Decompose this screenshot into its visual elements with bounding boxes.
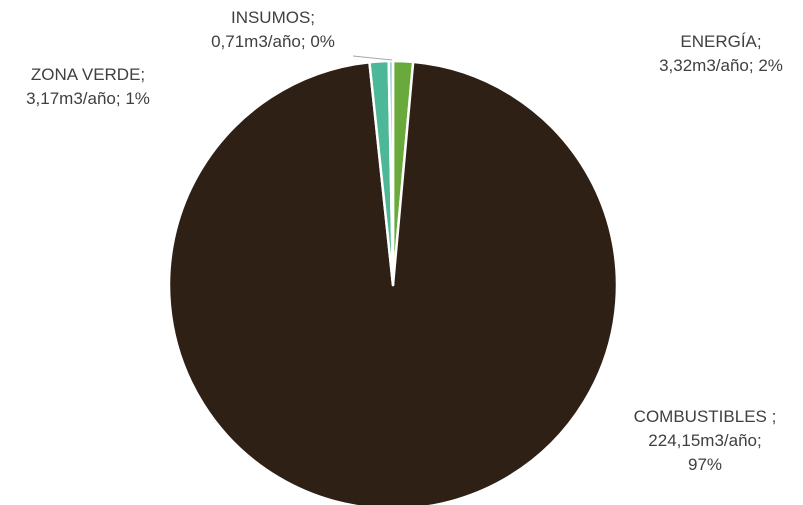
data-label-insumos-line-1: INSUMOS;: [230, 8, 316, 27]
pie-slices: [167, 59, 619, 505]
data-label-combustibles: COMBUSTIBLES ; 224,15m3/año; 97%: [612, 405, 798, 477]
data-label-combustibles-line-1: COMBUSTIBLES ;: [633, 407, 777, 426]
data-label-zona-verde: ZONA VERDE; 3,17m3/año; 1%: [0, 63, 176, 111]
data-label-energia-line-2: 3,32m3/año; 2%: [659, 56, 783, 75]
data-label-combustibles-line-2: 224,15m3/año;: [648, 431, 762, 450]
data-label-energia-line-1: ENERGÍA;: [680, 32, 762, 51]
data-label-insumos: INSUMOS; 0,71m3/año; 0%: [183, 6, 363, 54]
insumos-leader-line: [352, 55, 393, 61]
data-label-combustibles-line-3: 97%: [687, 455, 723, 474]
data-label-zona-verde-line-2: 3,17m3/año; 1%: [26, 89, 150, 108]
data-label-energia: ENERGÍA; 3,32m3/año; 2%: [641, 30, 801, 78]
pie-slice-insumos: [387, 59, 395, 287]
pie-slice-combustibles: [167, 60, 619, 505]
data-label-insumos-line-2: 0,71m3/año; 0%: [211, 32, 335, 51]
data-label-zona-verde-line-1: ZONA VERDE;: [30, 65, 146, 84]
